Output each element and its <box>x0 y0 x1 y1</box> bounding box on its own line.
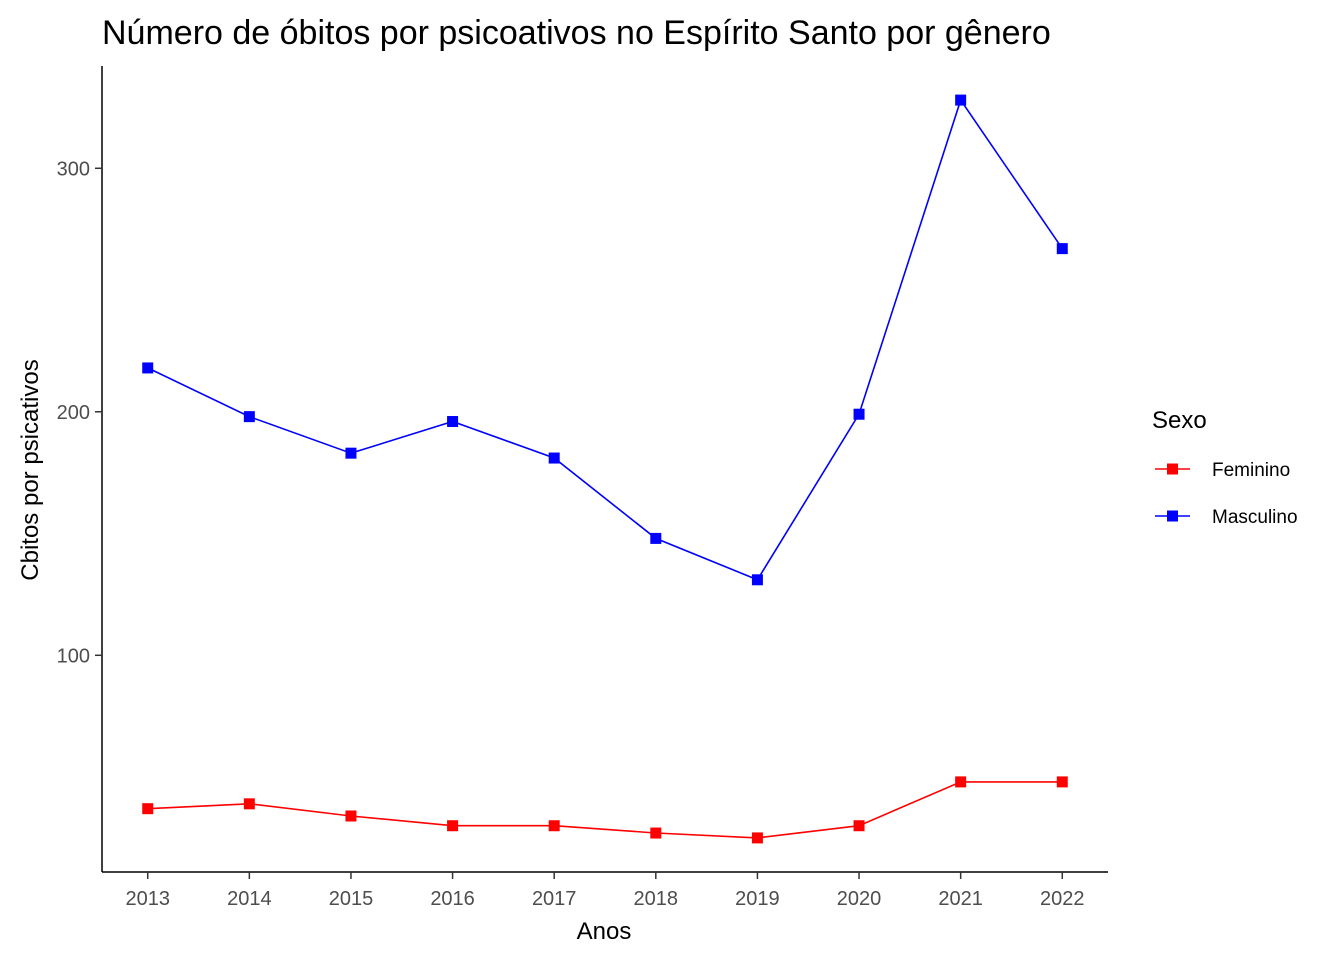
data-point-masculino <box>853 408 865 420</box>
legend: Sexo Feminino Masculino <box>1152 407 1298 528</box>
data-point-masculino <box>650 532 662 544</box>
legend-label-masculino: Masculino <box>1212 507 1298 528</box>
x-tick-label: 2020 <box>837 888 882 910</box>
data-point-masculino <box>1056 243 1068 255</box>
data-point-feminino <box>243 798 255 810</box>
data-point-feminino <box>1056 776 1068 788</box>
legend-label-feminino: Feminino <box>1212 460 1290 481</box>
data-point-masculino <box>447 416 459 428</box>
data-point-feminino <box>447 820 459 832</box>
data-point-masculino <box>955 94 967 106</box>
x-tick-label: 2019 <box>735 888 780 910</box>
x-tick-label: 2015 <box>329 888 374 910</box>
x-tick-label: 2013 <box>125 888 170 910</box>
data-point-feminino <box>650 827 662 839</box>
data-point-masculino <box>142 362 154 374</box>
data-point-masculino <box>548 452 560 464</box>
axes: 2013 2014 2015 2016 2017 2018 2019 2020 2021 2022… <box>57 66 1108 910</box>
data-point-feminino <box>955 776 967 788</box>
chart-title: Número de óbitos por psicoativos no Espí… <box>102 14 1051 52</box>
data-point-feminino <box>853 820 865 832</box>
series-line-masculino <box>147 98 1063 581</box>
x-tick-label: 2016 <box>430 888 475 910</box>
legend-key-marker-masculino <box>1167 510 1178 522</box>
x-tick-label: 2014 <box>227 888 272 910</box>
legend-key-marker-feminino <box>1167 463 1178 475</box>
x-axis-title: Anos <box>577 918 632 945</box>
y-tick-label: 100 <box>57 645 90 667</box>
x-tick-label: 2022 <box>1040 888 1085 910</box>
legend-title: Sexo <box>1152 407 1207 434</box>
data-point-feminino <box>142 803 154 815</box>
y-tick-label: 200 <box>57 402 90 424</box>
data-point-feminino <box>751 832 763 844</box>
data-point-masculino <box>751 574 763 586</box>
data-point-feminino <box>345 810 357 822</box>
x-tick-label: 2018 <box>634 888 679 910</box>
y-axis-title: Cbitos por psicativos <box>17 359 44 580</box>
series-line-feminino <box>147 781 1063 839</box>
series-layer <box>142 94 1068 844</box>
data-point-masculino <box>345 447 357 459</box>
x-tick-label: 2017 <box>532 888 577 910</box>
x-tick-label: 2021 <box>938 888 983 910</box>
data-point-masculino <box>243 411 255 423</box>
data-point-feminino <box>548 820 560 832</box>
y-tick-label: 300 <box>57 158 90 180</box>
